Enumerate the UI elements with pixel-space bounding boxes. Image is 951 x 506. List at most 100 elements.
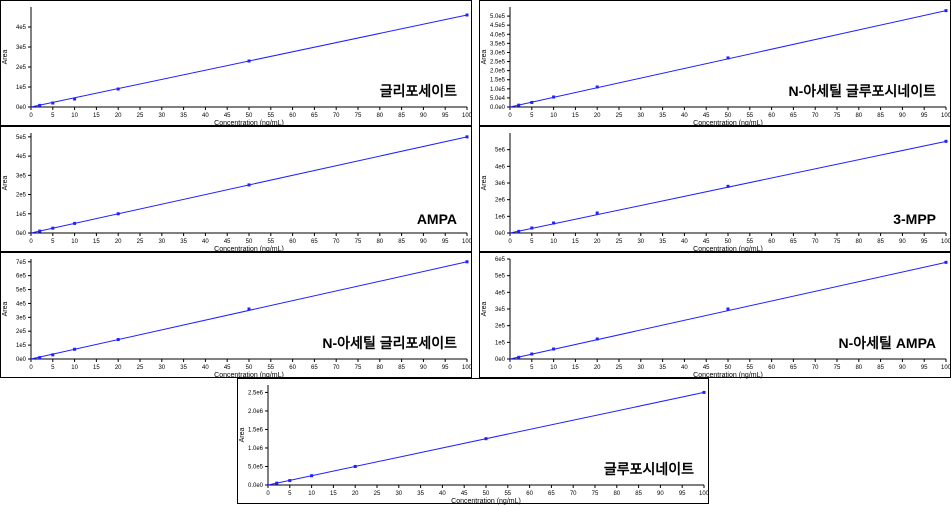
y-tick-label: 1e5 [16, 212, 27, 218]
x-tick-label: 10 [550, 113, 557, 119]
x-tick-label: 60 [289, 365, 296, 371]
y-axis-title: Area [481, 50, 488, 65]
x-tick-label: 20 [594, 239, 601, 245]
x-tick-label: 85 [398, 113, 405, 119]
x-tick-label: 50 [246, 239, 253, 245]
x-tick-label: 45 [461, 491, 468, 497]
x-tick-label: 55 [267, 113, 274, 119]
data-point [552, 348, 555, 351]
y-tick-label: 5.0e5 [490, 14, 506, 20]
data-point [51, 102, 54, 105]
y-tick-label: 2e5 [495, 324, 506, 330]
data-point [596, 338, 599, 341]
x-tick-label: 10 [71, 365, 78, 371]
y-tick-label: 4.0e5 [490, 32, 506, 38]
x-tick-label: 65 [311, 113, 318, 119]
x-tick-label: 75 [355, 365, 362, 371]
x-tick-label: 50 [483, 491, 490, 497]
y-tick-label: 1e5 [16, 343, 27, 349]
data-point [552, 222, 555, 225]
analyte-title: 글리포세이트 [380, 81, 457, 101]
data-point [248, 183, 251, 186]
y-tick-label: 6e5 [495, 257, 506, 263]
x-tick-label: 40 [681, 239, 688, 245]
data-point [485, 437, 488, 440]
x-tick-label: 95 [921, 239, 928, 245]
calibration-panel: 0510152025303540455055606570758085909510… [0, 126, 472, 252]
x-tick-label: 70 [812, 113, 819, 119]
x-tick-label: 65 [311, 239, 318, 245]
y-tick-label: 4e5 [16, 25, 27, 31]
x-tick-label: 30 [637, 113, 644, 119]
x-tick-label: 55 [267, 239, 274, 245]
x-tick-label: 25 [137, 113, 144, 119]
x-tick-label: 30 [637, 239, 644, 245]
y-axis-title: Area [481, 302, 488, 317]
calibration-chart: 0510152025303540455055606570758085909510… [480, 1, 951, 127]
x-tick-label: 5 [51, 239, 55, 245]
x-tick-label: 100 [941, 365, 951, 371]
x-tick-label: 45 [224, 239, 231, 245]
y-tick-label: 1.0e5 [490, 87, 506, 93]
x-tick-label: 75 [355, 113, 362, 119]
x-tick-label: 80 [376, 239, 383, 245]
x-tick-label: 80 [376, 365, 383, 371]
y-tick-label: 4e5 [495, 290, 506, 296]
y-tick-label: 2e5 [16, 65, 27, 71]
analyte-title: 글루포시네이트 [604, 459, 694, 479]
x-tick-label: 50 [246, 113, 253, 119]
x-tick-label: 100 [941, 113, 951, 119]
y-tick-label: 1e5 [16, 85, 27, 91]
calibration-chart: 0510152025303540455055606570758085909510… [1, 127, 473, 253]
x-tick-label: 85 [877, 365, 884, 371]
y-tick-label: 2.5e6 [248, 390, 264, 396]
x-tick-label: 90 [899, 239, 906, 245]
y-tick-label: 3e5 [16, 173, 27, 179]
x-tick-label: 10 [71, 239, 78, 245]
data-point [117, 212, 120, 215]
data-point [248, 308, 251, 311]
x-tick-label: 35 [659, 239, 666, 245]
x-tick-label: 65 [790, 113, 797, 119]
x-tick-label: 45 [224, 365, 231, 371]
data-point [727, 185, 730, 188]
x-tick-label: 30 [158, 113, 165, 119]
data-point [466, 135, 469, 138]
data-point [530, 353, 533, 356]
x-tick-label: 45 [703, 113, 710, 119]
x-tick-label: 100 [462, 113, 473, 119]
y-tick-label: 5.0e4 [490, 96, 506, 102]
x-tick-label: 15 [572, 113, 579, 119]
x-tick-label: 45 [703, 239, 710, 245]
x-tick-label: 5 [51, 113, 55, 119]
x-tick-label: 15 [330, 491, 337, 497]
x-tick-label: 20 [115, 113, 122, 119]
data-point [703, 391, 706, 394]
analyte-title: N-아세틸 글루포시네이트 [789, 81, 936, 101]
data-point [596, 86, 599, 89]
data-point [466, 14, 469, 17]
y-tick-label: 0e0 [16, 357, 27, 363]
data-point [73, 98, 76, 101]
y-axis-title: Area [2, 302, 9, 317]
x-tick-label: 100 [941, 239, 951, 245]
x-tick-label: 45 [224, 113, 231, 119]
x-tick-label: 70 [333, 365, 340, 371]
data-point [517, 104, 520, 107]
x-tick-label: 60 [768, 113, 775, 119]
data-point [38, 230, 41, 233]
data-point [517, 356, 520, 359]
calibration-chart: 0510152025303540455055606570758085909510… [480, 253, 951, 379]
x-tick-label: 55 [746, 365, 753, 371]
x-tick-label: 85 [398, 365, 405, 371]
calibration-chart: 0510152025303540455055606570758085909510… [480, 127, 951, 253]
data-point [51, 353, 54, 356]
x-tick-label: 55 [504, 491, 511, 497]
calibration-chart: 0510152025303540455055606570758085909510… [238, 379, 710, 505]
x-tick-label: 40 [202, 365, 209, 371]
data-point [727, 308, 730, 311]
y-tick-label: 4e6 [495, 164, 506, 170]
x-tick-label: 60 [289, 239, 296, 245]
x-tick-label: 100 [462, 239, 473, 245]
data-point [248, 60, 251, 63]
